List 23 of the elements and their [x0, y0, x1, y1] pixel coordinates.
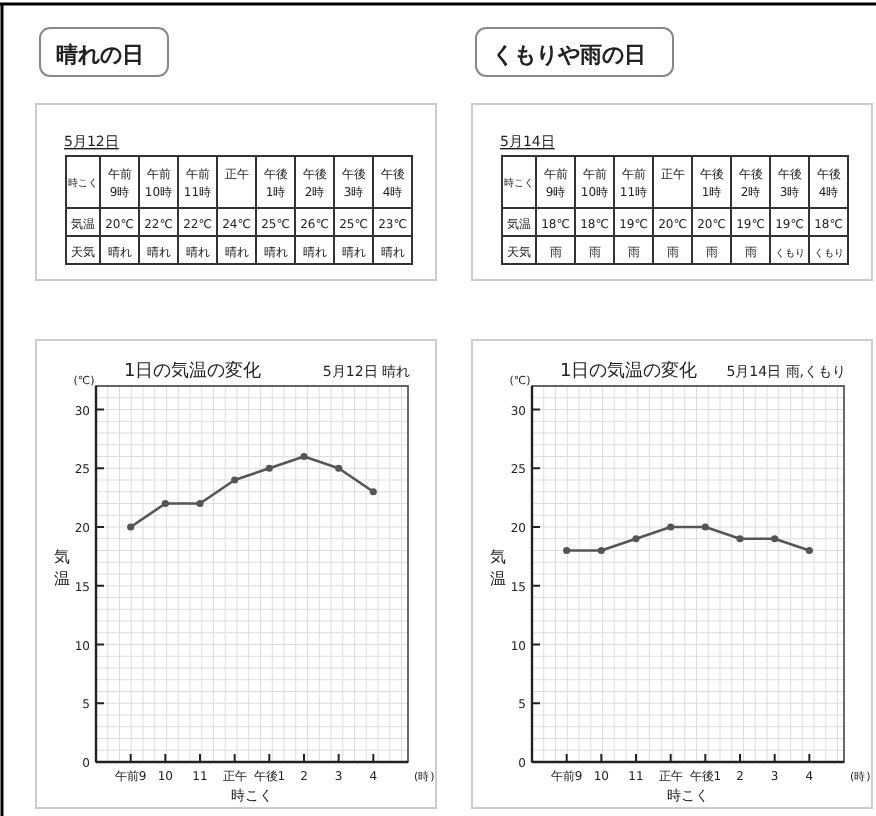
point: [563, 546, 571, 555]
point: [805, 546, 813, 555]
point: [196, 499, 204, 508]
point: [127, 523, 135, 531]
point: [771, 535, 779, 543]
point: [161, 499, 169, 508]
point: [736, 535, 744, 543]
point: [667, 523, 675, 531]
y-axis-title: 気温: [54, 548, 70, 588]
point: [231, 476, 239, 484]
point: [701, 523, 709, 531]
chart-title: 1日の気温の変化: [560, 360, 698, 382]
point: [597, 546, 605, 555]
text: 晴れの日: [56, 42, 144, 68]
text: くもりや雨の日: [492, 42, 646, 68]
point: [632, 535, 640, 543]
point: [369, 488, 377, 496]
chart-title: 1日の気温の変化: [124, 360, 262, 382]
line-series: [127, 452, 377, 531]
point: [300, 452, 308, 461]
point: [265, 464, 273, 472]
y-axis-title: 気温: [490, 548, 506, 588]
point: [335, 464, 343, 472]
